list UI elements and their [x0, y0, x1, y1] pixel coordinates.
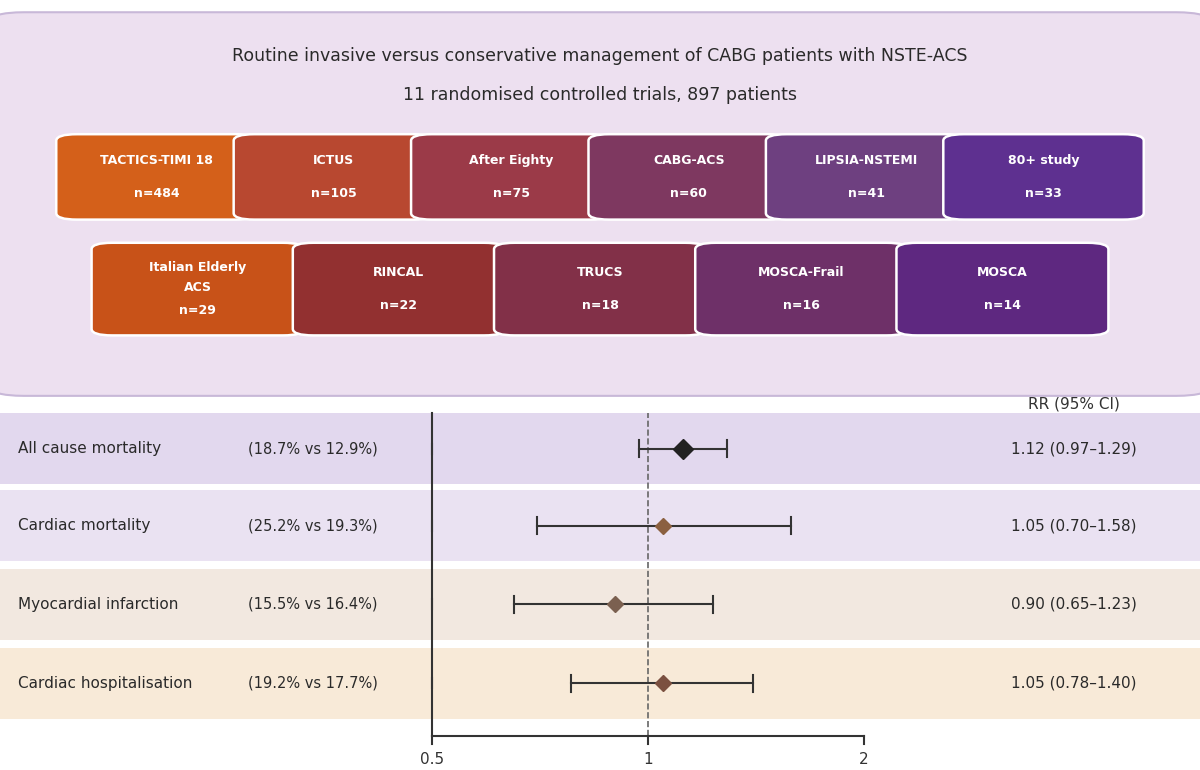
- Text: n=14: n=14: [984, 299, 1021, 312]
- Text: RR (95% CI): RR (95% CI): [1028, 397, 1120, 412]
- Text: 1.05 (0.78–1.40): 1.05 (0.78–1.40): [1012, 676, 1136, 691]
- Text: n=41: n=41: [847, 186, 884, 199]
- Text: 1: 1: [643, 752, 653, 767]
- FancyBboxPatch shape: [91, 243, 304, 336]
- FancyBboxPatch shape: [896, 243, 1109, 336]
- Text: TRUCS: TRUCS: [577, 266, 623, 280]
- Text: (19.2% vs 17.7%): (19.2% vs 17.7%): [248, 676, 378, 691]
- Text: MOSCA-Frail: MOSCA-Frail: [758, 266, 845, 280]
- Text: 0.90 (0.65–1.23): 0.90 (0.65–1.23): [1012, 597, 1136, 612]
- FancyBboxPatch shape: [766, 134, 966, 219]
- Text: MOSCA: MOSCA: [977, 266, 1028, 280]
- Text: 1.05 (0.70–1.58): 1.05 (0.70–1.58): [1012, 518, 1136, 533]
- Text: n=16: n=16: [782, 299, 820, 312]
- Text: 11 randomised controlled trials, 897 patients: 11 randomised controlled trials, 897 pat…: [403, 86, 797, 105]
- Text: 1.12 (0.97–1.29): 1.12 (0.97–1.29): [1012, 441, 1136, 456]
- Text: LIPSIA-NSTEMI: LIPSIA-NSTEMI: [815, 154, 918, 167]
- Text: ICTUS: ICTUS: [313, 154, 354, 167]
- Text: RINCAL: RINCAL: [373, 266, 425, 280]
- FancyBboxPatch shape: [234, 134, 434, 219]
- FancyBboxPatch shape: [588, 134, 788, 219]
- Text: All cause mortality: All cause mortality: [18, 441, 161, 456]
- Text: n=105: n=105: [311, 186, 356, 199]
- Bar: [0, 490, 1200, 561]
- Text: ACS: ACS: [184, 281, 211, 294]
- Text: After Eighty: After Eighty: [469, 154, 553, 167]
- Text: 2: 2: [859, 752, 869, 767]
- Text: CABG-ACS: CABG-ACS: [653, 154, 725, 167]
- Bar: [0, 648, 1200, 719]
- Text: TACTICS-TIMI 18: TACTICS-TIMI 18: [100, 154, 212, 167]
- Text: Cardiac mortality: Cardiac mortality: [18, 518, 150, 533]
- Text: n=33: n=33: [1025, 186, 1062, 199]
- Text: Italian Elderly: Italian Elderly: [149, 261, 246, 274]
- Text: Cardiac hospitalisation: Cardiac hospitalisation: [18, 676, 192, 691]
- Text: n=484: n=484: [133, 186, 179, 199]
- Text: 0.5: 0.5: [420, 752, 444, 767]
- Text: Routine invasive versus conservative management of CABG patients with NSTE-ACS: Routine invasive versus conservative man…: [233, 47, 967, 65]
- FancyBboxPatch shape: [0, 12, 1200, 396]
- Text: n=60: n=60: [671, 186, 707, 199]
- FancyBboxPatch shape: [494, 243, 706, 336]
- FancyBboxPatch shape: [412, 134, 612, 219]
- Text: n=18: n=18: [582, 299, 618, 312]
- Text: (25.2% vs 19.3%): (25.2% vs 19.3%): [248, 518, 378, 533]
- Text: (15.5% vs 16.4%): (15.5% vs 16.4%): [248, 597, 378, 612]
- Text: Myocardial infarction: Myocardial infarction: [18, 597, 179, 612]
- Bar: [0, 569, 1200, 640]
- FancyBboxPatch shape: [293, 243, 505, 336]
- Text: (18.7% vs 12.9%): (18.7% vs 12.9%): [248, 441, 378, 456]
- Text: n=29: n=29: [179, 304, 216, 317]
- Bar: [0, 413, 1200, 484]
- FancyBboxPatch shape: [943, 134, 1144, 219]
- Text: n=22: n=22: [380, 299, 418, 312]
- FancyBboxPatch shape: [56, 134, 257, 219]
- Text: 80+ study: 80+ study: [1008, 154, 1079, 167]
- Text: n=75: n=75: [493, 186, 529, 199]
- FancyBboxPatch shape: [695, 243, 907, 336]
